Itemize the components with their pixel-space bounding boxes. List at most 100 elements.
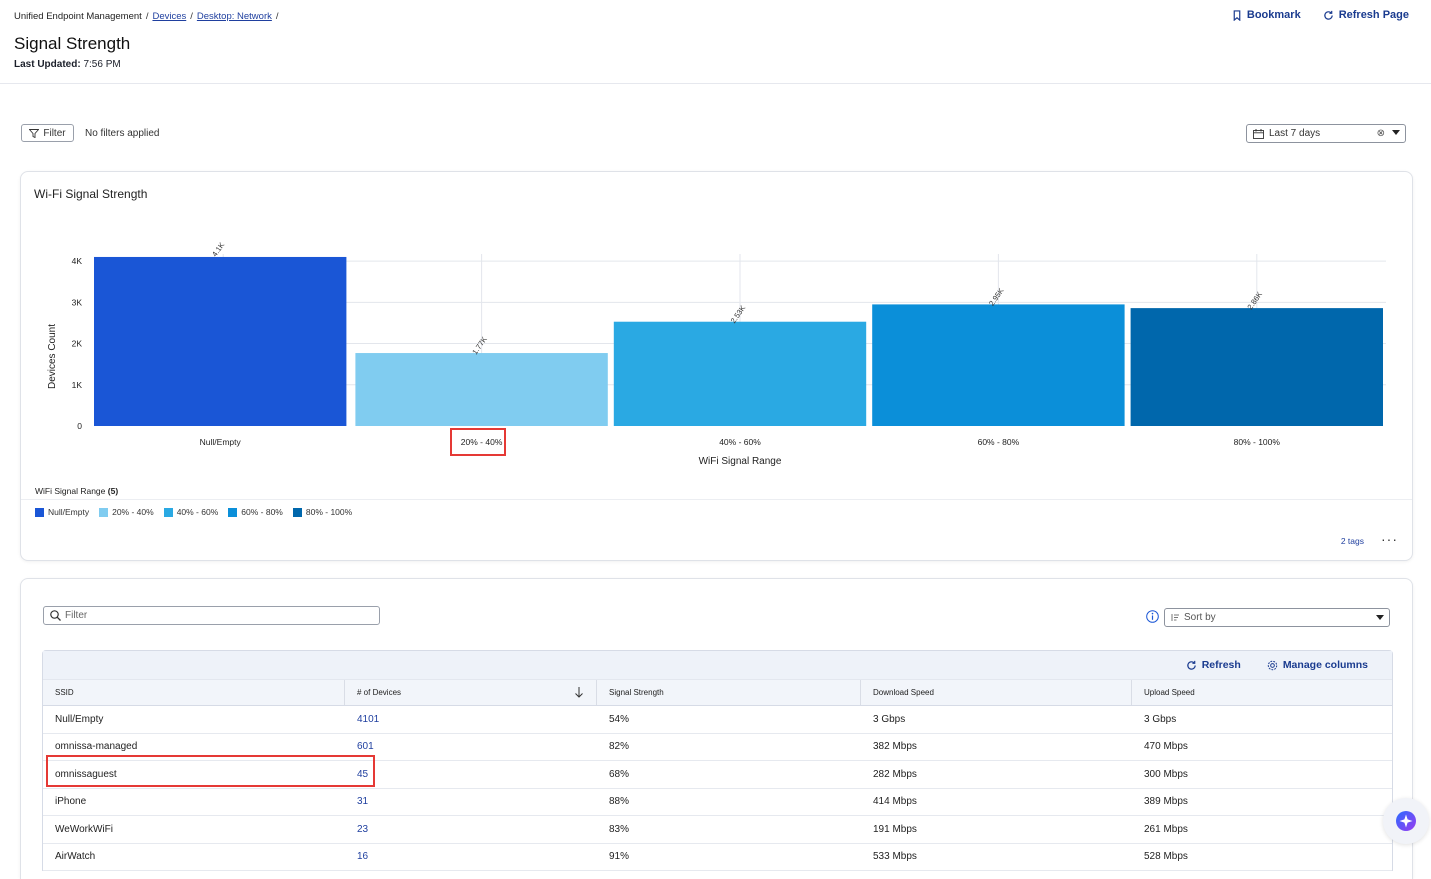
table-row[interactable]: Null/Empty 4101 54% 3 Gbps 3 Gbps <box>43 706 1392 734</box>
x-tick-label: 20% - 40% <box>461 437 503 447</box>
cell-upload-speed: 389 Mbps <box>1144 796 1188 808</box>
calendar-icon <box>1253 128 1264 139</box>
legend-item[interactable]: Null/Empty <box>35 507 89 517</box>
x-tick-label: 60% - 80% <box>978 437 1020 447</box>
chart-legend: Null/Empty 20% - 40% 40% - 60% 60% - 80% 80%… <box>35 507 352 517</box>
cell-devices-link[interactable]: 45 <box>357 768 369 780</box>
tags-link[interactable]: 2 tags <box>1340 536 1364 546</box>
legend-title: WiFi Signal Range (5) <box>35 486 118 496</box>
cell-ssid: WeWorkWiFi <box>55 823 113 835</box>
cell-upload-speed: 528 Mbps <box>1144 851 1188 863</box>
table-row[interactable]: omnissaguest 45 68% 282 Mbps 300 Mbps <box>43 761 1392 789</box>
breadcrumb-separator: / <box>190 11 193 22</box>
info-icon[interactable] <box>1146 610 1159 623</box>
grid-refresh-label: Refresh <box>1201 659 1241 671</box>
breadcrumb-root: Unified Endpoint Management <box>14 11 142 22</box>
cell-signal-strength: 83% <box>609 823 630 835</box>
assistant-button[interactable] <box>1383 798 1429 844</box>
cell-devices-link[interactable]: 4101 <box>357 713 380 725</box>
cell-ssid: omnissaguest <box>55 768 117 780</box>
search-input[interactable]: Filter <box>43 606 380 625</box>
filter-status: No filters applied <box>85 128 160 139</box>
data-label: 2.53K <box>729 304 748 325</box>
breadcrumb-separator: / <box>275 11 279 22</box>
manage-columns-button[interactable]: Manage columns <box>1267 659 1368 671</box>
bar-null-empty <box>94 256 347 426</box>
date-range-select[interactable]: Last 7 days ⊗ <box>1246 124 1406 143</box>
grid-toolbar: Refresh Manage columns <box>43 651 1392 679</box>
table-header: SSID # of Devices Signal Strength Downlo… <box>43 679 1392 706</box>
column-header-devices[interactable]: # of Devices <box>345 680 597 705</box>
sparkle-icon <box>1396 811 1416 831</box>
filter-button-label: Filter <box>43 127 66 139</box>
cell-download-speed: 3 Gbps <box>873 713 906 725</box>
bookmark-label: Bookmark <box>1246 9 1301 21</box>
sort-placeholder: Sort by <box>1184 612 1216 623</box>
table-row[interactable]: WeWorkWiFi 23 83% 191 Mbps 261 Mbps <box>43 816 1392 844</box>
refresh-page-label: Refresh Page <box>1338 9 1409 21</box>
cell-download-speed: 282 Mbps <box>873 768 917 780</box>
cell-ssid: Null/Empty <box>55 713 104 725</box>
y-tick-label: 1K <box>72 380 83 390</box>
search-icon <box>50 610 61 621</box>
cell-signal-strength: 82% <box>609 741 630 753</box>
cell-upload-speed: 261 Mbps <box>1144 823 1188 835</box>
legend-swatch <box>99 507 109 517</box>
breadcrumb-network-link[interactable]: Desktop: Network <box>196 11 272 22</box>
data-label: 1.77K <box>470 335 489 356</box>
legend-item[interactable]: 20% - 40% <box>99 507 154 517</box>
column-header-upload-speed[interactable]: Upload Speed <box>1144 688 1195 697</box>
chevron-down-icon[interactable] <box>1376 615 1384 620</box>
more-options-icon[interactable]: ··· <box>1381 531 1398 547</box>
last-updated-label: Last Updated: <box>14 59 81 70</box>
legend-item[interactable]: 60% - 80% <box>228 507 283 517</box>
legend-swatch <box>35 507 44 517</box>
table-card: Filter Sort by Refresh Manage columns SS… <box>20 578 1413 879</box>
refresh-icon <box>1187 660 1196 670</box>
column-header-devices-label: # of Devices <box>357 688 402 697</box>
gear-icon <box>1267 660 1278 670</box>
table-body: Null/Empty 4101 54% 3 Gbps 3 Gbps omnissa-man… <box>43 706 1392 871</box>
bar-40-60- <box>613 321 867 426</box>
legend-item[interactable]: 80% - 100% <box>292 507 352 517</box>
breadcrumb-devices-link[interactable]: Devices <box>152 11 187 22</box>
legend-item[interactable]: 40% - 60% <box>163 507 219 517</box>
y-tick-label: 0 <box>77 421 82 431</box>
bar-chart: 0 1K 2K 3K 4K 4.1K Null/Empty 1.77K 20% - 40% 2.5… <box>47 241 1386 467</box>
cell-upload-speed: 3 Gbps <box>1144 713 1177 725</box>
last-updated: Last Updated: 7:56 PM <box>14 59 121 70</box>
column-header-ssid[interactable]: SSID <box>43 680 345 705</box>
date-range-value: Last 7 days <box>1269 128 1321 139</box>
sort-icon <box>1171 614 1179 621</box>
arrow-down-icon[interactable] <box>574 686 584 698</box>
cell-download-speed: 191 Mbps <box>873 823 917 835</box>
bookmark-button[interactable]: Bookmark <box>1232 9 1301 21</box>
chart-card: Wi-Fi Signal Strength 0 1K 2K 3K 4K 4.1K Null/… <box>20 171 1413 561</box>
legend-divider <box>21 499 1412 500</box>
cell-devices-link[interactable]: 31 <box>357 796 369 808</box>
funnel-icon <box>29 128 40 138</box>
filter-button[interactable]: Filter <box>21 124 74 142</box>
x-axis-title: WiFi Signal Range <box>699 456 782 467</box>
column-header-signal-strength[interactable]: Signal Strength <box>597 680 861 705</box>
column-header-download-speed[interactable]: Download Speed <box>861 680 1132 705</box>
legend-label: 40% - 60% <box>176 507 219 517</box>
cell-devices-link[interactable]: 601 <box>357 741 374 753</box>
y-tick-label: 4K <box>72 256 83 266</box>
cell-devices-link[interactable]: 16 <box>357 851 369 863</box>
refresh-icon <box>1323 10 1333 20</box>
chevron-down-icon[interactable] <box>1392 130 1400 135</box>
table-row[interactable]: omnissa-managed 601 82% 382 Mbps 470 Mbps <box>43 734 1392 761</box>
sort-by-select[interactable]: Sort by <box>1164 608 1390 627</box>
x-tick-label: Null/Empty <box>200 437 242 447</box>
clear-icon[interactable]: ⊗ <box>1376 128 1385 139</box>
grid-refresh-button[interactable]: Refresh <box>1186 659 1241 671</box>
table-row[interactable]: AirWatch 16 91% 533 Mbps 528 Mbps <box>43 844 1392 871</box>
cell-devices-link[interactable]: 23 <box>357 823 369 835</box>
breadcrumb-separator: / <box>145 11 149 22</box>
table-row[interactable]: iPhone 31 88% 414 Mbps 389 Mbps <box>43 789 1392 816</box>
cell-signal-strength: 54% <box>609 713 630 725</box>
refresh-page-button[interactable]: Refresh Page <box>1323 9 1409 21</box>
cell-ssid: AirWatch <box>55 851 96 863</box>
cell-download-speed: 382 Mbps <box>873 741 917 753</box>
